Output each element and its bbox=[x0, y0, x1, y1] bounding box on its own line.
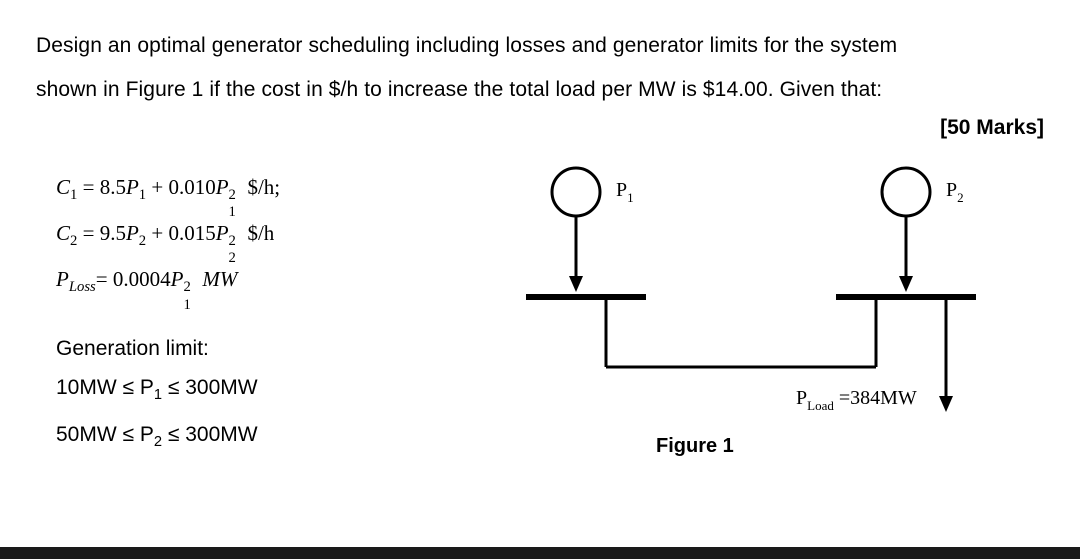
eq-ploss: PLoss= 0.0004P21 MW bbox=[56, 260, 496, 302]
gen1-circle-icon bbox=[552, 168, 600, 216]
pload-label: PLoad =384MW bbox=[796, 387, 917, 413]
gen2-arrowhead-icon bbox=[899, 276, 913, 292]
marks-label: [50 Marks] bbox=[36, 116, 1044, 140]
problem-line2: shown in Figure 1 if the cost in $/h to … bbox=[36, 78, 882, 101]
gen-limit-1: 10MW ≤ P1 ≤ 300MW bbox=[56, 368, 496, 410]
eq-c2: C2 = 9.5P2 + 0.015P22 $/h bbox=[56, 214, 496, 256]
problem-line1: Design an optimal generator scheduling i… bbox=[36, 34, 897, 57]
bottom-border-bar bbox=[0, 547, 1080, 559]
figure-caption: Figure 1 bbox=[656, 435, 734, 457]
content-row: C1 = 8.5P1 + 0.010P21 $/h; C2 = 9.5P2 + … bbox=[36, 168, 1044, 460]
problem-statement: Design an optimal generator scheduling i… bbox=[36, 24, 1044, 112]
page-root: Design an optimal generator scheduling i… bbox=[0, 0, 1080, 559]
eq-c1: C1 = 8.5P1 + 0.010P21 $/h; bbox=[56, 168, 496, 210]
equations-block: C1 = 8.5P1 + 0.010P21 $/h; C2 = 9.5P2 + … bbox=[36, 168, 496, 460]
figure-svg: P1 P2 PLoad =384MW Figure 1 bbox=[506, 152, 1066, 492]
load-arrowhead-icon bbox=[939, 396, 953, 412]
p2-label: P2 bbox=[946, 179, 964, 205]
figure-area: P1 P2 PLoad =384MW Figure 1 bbox=[496, 168, 1044, 460]
p1-label: P1 bbox=[616, 179, 634, 205]
gen-limit-2: 50MW ≤ P2 ≤ 300MW bbox=[56, 415, 496, 457]
gen1-arrowhead-icon bbox=[569, 276, 583, 292]
generation-limit-header: Generation limit: bbox=[56, 329, 496, 369]
gen2-circle-icon bbox=[882, 168, 930, 216]
